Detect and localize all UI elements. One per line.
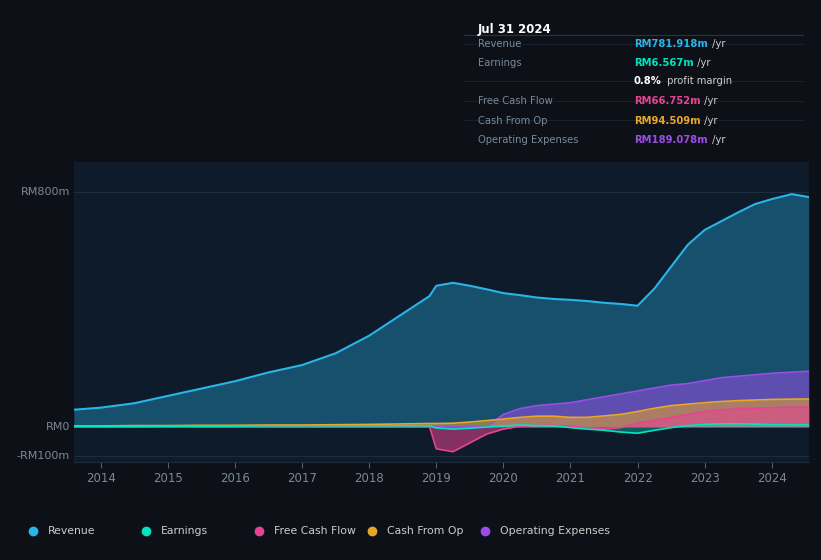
Text: RM0: RM0	[45, 422, 70, 432]
Text: -RM100m: -RM100m	[16, 451, 70, 461]
Text: profit margin: profit margin	[664, 77, 732, 86]
Text: Operating Expenses: Operating Expenses	[478, 135, 578, 145]
Text: RM189.078m: RM189.078m	[634, 135, 708, 145]
Text: /yr: /yr	[694, 58, 710, 68]
Text: RM781.918m: RM781.918m	[634, 39, 708, 49]
Text: Free Cash Flow: Free Cash Flow	[478, 96, 553, 106]
Text: /yr: /yr	[701, 96, 718, 106]
Text: Free Cash Flow: Free Cash Flow	[274, 526, 356, 536]
Text: /yr: /yr	[709, 39, 725, 49]
Text: Earnings: Earnings	[161, 526, 209, 536]
Text: RM66.752m: RM66.752m	[634, 96, 700, 106]
Text: Revenue: Revenue	[478, 39, 521, 49]
Text: Jul 31 2024: Jul 31 2024	[478, 22, 552, 35]
Text: Revenue: Revenue	[48, 526, 96, 536]
Text: Cash From Op: Cash From Op	[388, 526, 464, 536]
Text: Cash From Op: Cash From Op	[478, 115, 547, 125]
Text: RM6.567m: RM6.567m	[634, 58, 694, 68]
Text: Earnings: Earnings	[478, 58, 521, 68]
Text: /yr: /yr	[701, 115, 718, 125]
Text: /yr: /yr	[709, 135, 725, 145]
Text: RM94.509m: RM94.509m	[634, 115, 700, 125]
Text: 0.8%: 0.8%	[634, 77, 662, 86]
Text: Operating Expenses: Operating Expenses	[500, 526, 610, 536]
Text: RM800m: RM800m	[21, 187, 70, 197]
